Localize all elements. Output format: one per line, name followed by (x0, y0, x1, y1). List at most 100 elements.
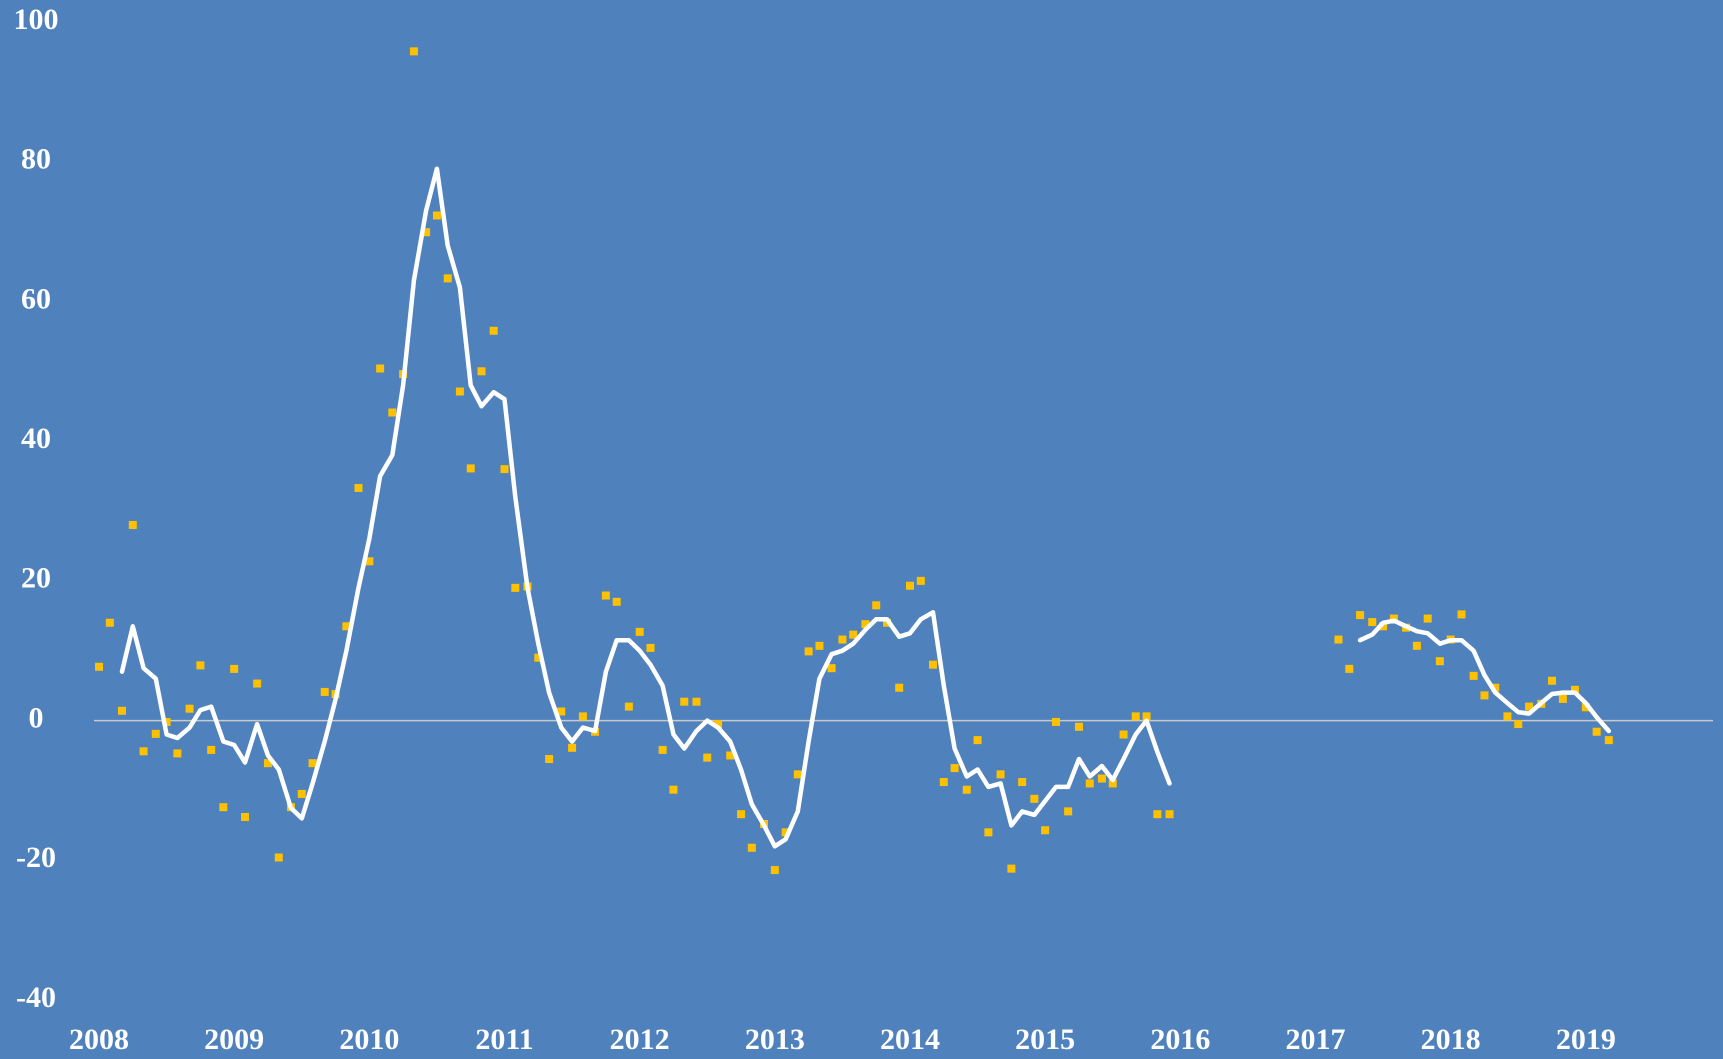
data-point (139, 747, 148, 756)
y-tick-label: 60 (21, 282, 51, 315)
data-point (1457, 610, 1466, 619)
data-point (1051, 717, 1060, 726)
data-point (1097, 774, 1106, 783)
data-point (1604, 736, 1613, 745)
data-point (320, 687, 329, 696)
data-point (173, 749, 182, 758)
y-tick-label: 100 (14, 3, 59, 36)
data-point (849, 630, 858, 639)
data-point (1412, 641, 1421, 650)
data-point (568, 743, 577, 752)
data-point (578, 712, 587, 721)
data-point (1030, 794, 1039, 803)
data-point (117, 706, 126, 715)
data-point (354, 483, 363, 492)
data-point (1368, 618, 1377, 627)
data-point (1592, 727, 1601, 736)
data-point (669, 785, 678, 794)
data-point (477, 367, 486, 376)
data-point (105, 618, 114, 627)
x-tick-label: 2010 (339, 1023, 399, 1056)
data-point (804, 647, 813, 656)
trend-line (1357, 618, 1612, 734)
data-point (1469, 671, 1478, 680)
trend-line (119, 166, 1172, 849)
data-point (1165, 810, 1174, 819)
data-point (455, 387, 464, 396)
data-point (545, 754, 554, 763)
data-point (1480, 691, 1489, 700)
data-point (1074, 722, 1083, 731)
data-point (680, 697, 689, 706)
data-point (511, 583, 520, 592)
x-tick-label: 2009 (204, 1023, 264, 1056)
data-point (939, 778, 948, 787)
data-point (906, 581, 914, 590)
data-point (872, 601, 881, 610)
data-point (1379, 622, 1388, 631)
data-point (342, 622, 351, 631)
data-point (601, 591, 610, 600)
x-tick-label: 2018 (1421, 1023, 1481, 1056)
data-point (827, 664, 836, 673)
data-point (1018, 778, 1027, 787)
data-point (274, 853, 283, 862)
data-point (1525, 702, 1534, 711)
data-point (1514, 720, 1523, 729)
data-point (95, 662, 103, 671)
data-point (162, 717, 171, 726)
data-point (950, 764, 959, 773)
x-tick-label: 2008 (69, 1023, 129, 1056)
data-point (658, 745, 667, 754)
data-point (962, 785, 971, 794)
data-point (1108, 779, 1117, 788)
data-point (895, 683, 904, 692)
data-point (1503, 712, 1512, 721)
y-tick-label: 20 (21, 562, 51, 595)
data-point (703, 753, 712, 762)
data-point (1131, 712, 1140, 721)
data-point (747, 843, 756, 852)
data-point (624, 702, 633, 711)
data-point (557, 707, 566, 716)
x-tick-label: 2019 (1556, 1023, 1616, 1056)
data-point (793, 770, 802, 779)
data-point (1423, 614, 1432, 623)
data-point (1558, 694, 1567, 703)
data-point (726, 751, 735, 760)
data-point (770, 866, 779, 875)
data-point (1581, 703, 1590, 712)
y-tick-label: -40 (16, 981, 56, 1014)
data-point (240, 812, 249, 821)
x-tick-label: 2017 (1286, 1023, 1346, 1056)
data-point (207, 745, 216, 754)
data-point (230, 664, 239, 673)
data-point (432, 211, 441, 220)
data-point (263, 759, 272, 768)
data-point (714, 720, 723, 729)
x-tick-label: 2011 (475, 1023, 533, 1056)
data-point (151, 729, 160, 738)
y-tick-label: 40 (21, 422, 51, 455)
y-tick-label: 0 (29, 701, 44, 734)
data-point (996, 770, 1005, 779)
data-point (1153, 810, 1162, 819)
data-point (1435, 657, 1444, 666)
data-point (297, 789, 306, 798)
data-point (928, 660, 937, 669)
data-point (219, 803, 228, 812)
x-tick-label: 2016 (1150, 1023, 1210, 1056)
data-point (646, 643, 655, 652)
data-point (466, 464, 475, 473)
data-point (838, 635, 847, 644)
data-point (253, 679, 262, 688)
data-point (781, 828, 790, 837)
data-point (815, 641, 824, 650)
data-point (861, 620, 870, 629)
data-point (1142, 712, 1151, 721)
data-point (376, 364, 385, 373)
data-point (692, 697, 701, 706)
x-tick-label: 2014 (880, 1023, 940, 1056)
